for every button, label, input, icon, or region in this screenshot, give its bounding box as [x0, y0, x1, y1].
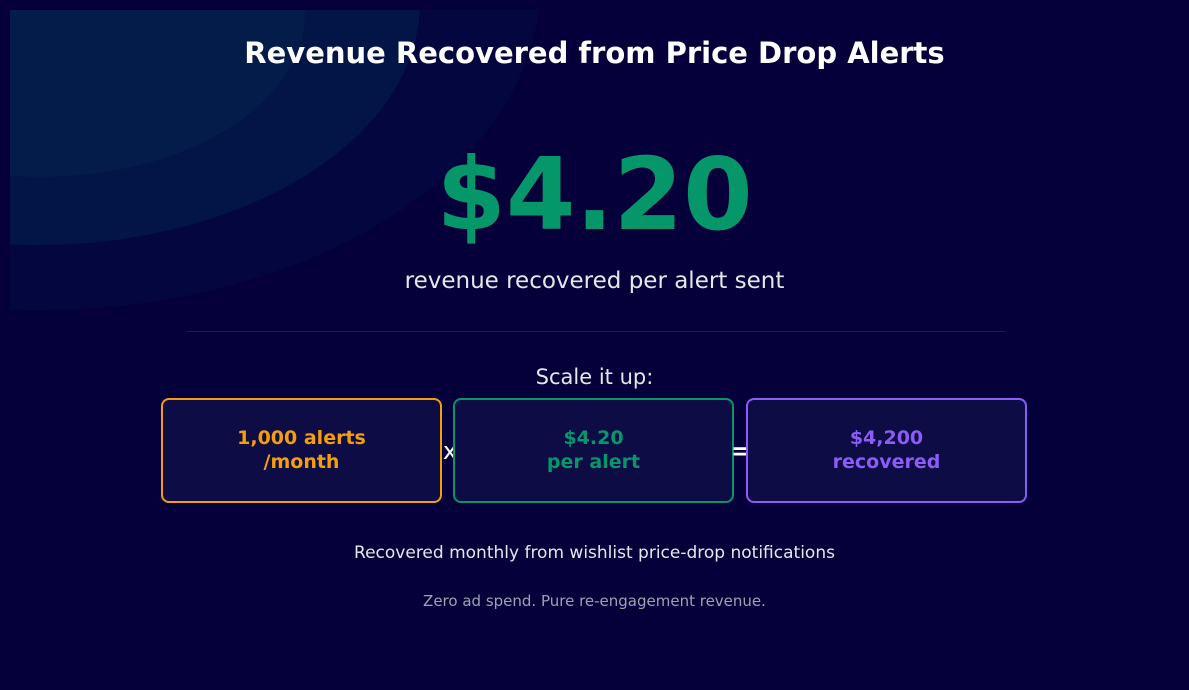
total-recovered-card: $4,200 recovered [746, 398, 1027, 503]
card-line-secondary: per alert [546, 450, 641, 473]
revenue-per-alert-card: $4.20 per alert [453, 398, 734, 503]
scale-label: Scale it up: [535, 365, 654, 389]
card-line-secondary: /month [263, 450, 340, 473]
card-line-secondary: recovered [832, 450, 941, 473]
headline-value: $4.20 [436, 136, 753, 253]
card-line-primary: $4,200 [849, 426, 924, 449]
card-line-primary: 1,000 alerts [237, 426, 366, 449]
headline-subtitle: revenue recovered per alert sent [404, 268, 785, 294]
tagline: Zero ad spend. Pure re-engagement revenu… [423, 592, 766, 610]
alerts-per-month-card: 1,000 alerts /month [161, 398, 442, 503]
divider [187, 331, 1005, 332]
recovery-note: Recovered monthly from wishlist price-dr… [354, 543, 835, 563]
card-line-primary: $4.20 [563, 426, 624, 449]
page-title: Revenue Recovered from Price Drop Alerts [244, 36, 945, 70]
